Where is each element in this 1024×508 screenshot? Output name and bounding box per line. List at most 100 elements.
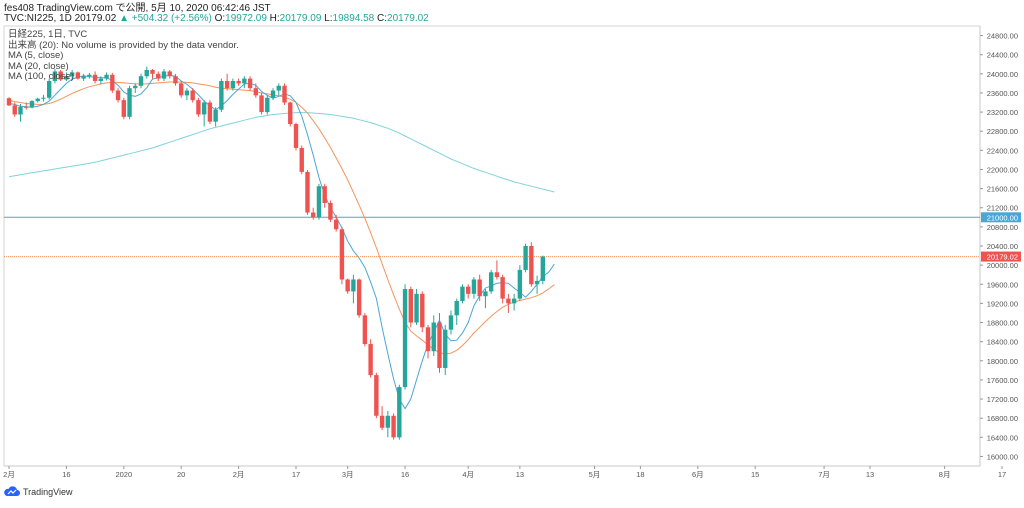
candle-up (471, 279, 477, 294)
y-tick-label: 16000.00 (987, 452, 1018, 461)
candle-down (437, 322, 442, 368)
candle-down (368, 344, 373, 376)
x-tick-label: 4月 (462, 470, 474, 479)
candle-up (52, 71, 58, 81)
candle-up (144, 70, 149, 77)
ma20-line (8, 81, 555, 355)
legend-title[interactable]: 日経225, 1日, TVC (8, 29, 88, 40)
candle-down (121, 100, 126, 117)
candle-down (224, 81, 230, 89)
high-value: 20179.09 (279, 13, 322, 24)
candle-up (219, 81, 224, 110)
low-value: 19894.58 (332, 13, 375, 24)
candle-down (466, 286, 471, 294)
candle-down (299, 147, 304, 172)
y-tick-label: 23200.00 (987, 108, 1018, 117)
y-tick-label: 24400.00 (987, 51, 1018, 60)
symbol-label[interactable]: TVC:NI225, 1D (4, 13, 72, 24)
y-tick-label: 17200.00 (987, 395, 1018, 404)
close-value: 20179.02 (387, 13, 429, 24)
candle-up (483, 291, 488, 297)
candle-down (179, 83, 184, 96)
candle-up (454, 301, 459, 316)
y-tick-label: 18400.00 (987, 338, 1018, 347)
candle-up (488, 272, 494, 292)
candle-up (517, 269, 523, 299)
publish-info: fes408 TradingView.com で公開, 5月 10, 2020 … (4, 3, 271, 14)
last-price: 20179.02 (74, 13, 117, 24)
last-price-label: 20179.02 (987, 253, 1018, 262)
candle-up (397, 387, 402, 438)
candle-down (500, 277, 505, 299)
candle-down (311, 212, 316, 218)
candle-up (69, 72, 75, 77)
candle-up (230, 81, 236, 89)
tradingview-logo[interactable]: TradingView (4, 486, 73, 497)
candle-down (477, 279, 482, 297)
candle-down (196, 100, 201, 115)
plot-area (3, 25, 981, 467)
candle-up (161, 71, 167, 79)
high-label: H: (269, 13, 280, 24)
x-tick-label: 2月 (233, 470, 245, 479)
candle-down (379, 415, 385, 428)
candle-down (24, 106, 29, 108)
candle-up (460, 286, 465, 301)
candle-up (98, 78, 104, 81)
legend-volume[interactable]: 出来高 (20): No volume is provided by the d… (8, 39, 239, 51)
candle-up (87, 74, 92, 77)
legend-ma20[interactable]: MA (20, close) (8, 60, 69, 72)
candle-down (288, 102, 293, 125)
y-tick-label: 24000.00 (987, 70, 1018, 79)
candle-down (247, 78, 253, 89)
candle-down (156, 73, 161, 79)
last-price-label-bg (981, 251, 1021, 262)
candle-down (420, 293, 425, 328)
candle-up (138, 76, 144, 86)
y-tick-label: 17600.00 (987, 376, 1018, 385)
y-tick-label: 20000.00 (987, 261, 1018, 270)
y-tick-label: 24800.00 (987, 32, 1018, 41)
candle-down (259, 95, 264, 113)
x-tick-label: 17 (292, 470, 300, 479)
y-tick-label: 23600.00 (987, 89, 1018, 98)
y-tick-label: 21200.00 (987, 204, 1018, 213)
candle-up (201, 102, 207, 115)
candle-up (127, 88, 132, 117)
tradingview-logo-text: TradingView (23, 486, 73, 497)
candle-down (322, 186, 327, 203)
candle-up (242, 78, 247, 84)
close-label: C: (377, 13, 388, 24)
legend-ma100[interactable]: MA (100, close) (8, 71, 74, 82)
candle-up (534, 280, 540, 285)
candle-down (305, 171, 310, 213)
x-tick-label: 18 (636, 470, 644, 479)
candle-down (529, 246, 534, 285)
candle-up (18, 106, 23, 115)
x-tick-label: 3月 (342, 470, 354, 479)
x-tick-label: 6月 (692, 470, 704, 479)
candle-down (167, 71, 172, 77)
horizontal-line-label-bg (981, 212, 1021, 223)
y-tick-label: 16400.00 (987, 433, 1018, 442)
candle-down (6, 98, 12, 106)
candle-down (150, 70, 155, 74)
candle-down (408, 289, 413, 323)
indicator-legend: 日経225, 1日, TVC 出来高 (20): No volume is pr… (8, 29, 239, 83)
legend-ma5[interactable]: MA (5, close) (8, 50, 64, 61)
y-tick-label: 22000.00 (987, 165, 1018, 174)
candle-down (282, 85, 287, 103)
candle-down (333, 219, 339, 230)
y-tick-label: 18000.00 (987, 357, 1018, 366)
candle-down (362, 315, 368, 345)
candle-up (81, 76, 86, 79)
candle-up (402, 289, 408, 388)
candle-down (190, 90, 195, 101)
x-tick-label: 7月 (818, 470, 830, 479)
x-tick-label: 16 (62, 470, 70, 479)
candle-up (414, 293, 419, 323)
candle-up (276, 85, 281, 91)
candle-up (351, 279, 356, 292)
candle-down (207, 102, 213, 122)
